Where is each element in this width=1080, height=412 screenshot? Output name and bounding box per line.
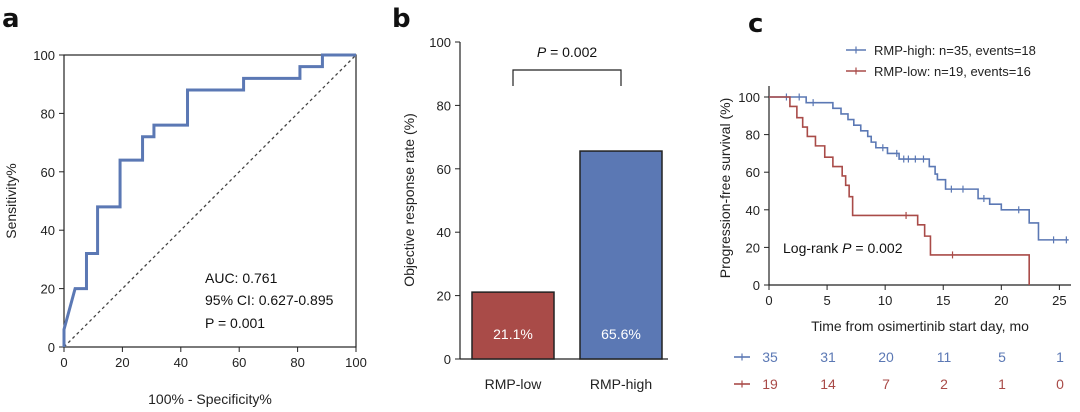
km-y-tick-label: 40 bbox=[746, 203, 760, 218]
roc-y-tick-label: 20 bbox=[41, 282, 55, 297]
at-risk-table: 35 31 20 11 5 1 19 14 7 2 1 0 bbox=[734, 349, 1064, 392]
logrank-label: Log-rank P = 0.002 bbox=[783, 240, 903, 256]
panel-a: a 0 20 40 60 80 100 0 20 40 60 80 100 100% - Specif… bbox=[2, 4, 367, 407]
legend-label-rmp-high: RMP-high: n=35, events=18 bbox=[874, 43, 1036, 58]
roc-ci-label: 95% CI: 0.627-0.895 bbox=[205, 292, 334, 308]
at-risk-count: 0 bbox=[1056, 376, 1064, 392]
bar-rmp-high bbox=[579, 150, 663, 360]
km-y-tick-label: 20 bbox=[746, 240, 760, 255]
km-x-tick-label: 25 bbox=[1052, 293, 1066, 308]
roc-y-tick-label: 40 bbox=[41, 223, 55, 238]
bar-category-label: RMP-low bbox=[485, 376, 543, 392]
panel-letter-c: c bbox=[748, 9, 763, 39]
km-y-tick-label: 80 bbox=[746, 128, 760, 143]
km-y-axis-title: Progression-free survival (%) bbox=[717, 98, 733, 279]
roc-y-tick-label: 80 bbox=[41, 106, 55, 121]
km-x-axis-title: Time from osimertinib start day, mo bbox=[811, 318, 1029, 334]
bar-y-tick-label: 100 bbox=[429, 35, 451, 50]
km-curve-rmp-high bbox=[769, 96, 1069, 241]
legend-label-rmp-low: RMP-low: n=19, events=16 bbox=[874, 64, 1031, 79]
bar-y-axis-title: Objective response rate (%) bbox=[401, 113, 417, 287]
roc-p-label: P = 0.001 bbox=[205, 315, 265, 331]
roc-x-tick-label: 100 bbox=[345, 355, 367, 370]
at-risk-count: 14 bbox=[820, 376, 836, 392]
bar-y-tick-label: 80 bbox=[437, 98, 451, 113]
bar-y-tick-label: 60 bbox=[437, 162, 451, 177]
roc-x-tick-label: 80 bbox=[290, 355, 304, 370]
significance-label: P = 0.002 bbox=[537, 44, 598, 60]
roc-x-tick-label: 20 bbox=[115, 355, 129, 370]
bar-y-tick-label: 0 bbox=[444, 352, 451, 367]
km-x-tick-label: 15 bbox=[936, 293, 950, 308]
at-risk-count: 1 bbox=[1056, 349, 1064, 365]
roc-x-tick-label: 60 bbox=[232, 355, 246, 370]
roc-auc-label: AUC: 0.761 bbox=[205, 270, 278, 286]
roc-plot-frame bbox=[63, 54, 357, 348]
roc-x-tick-label: 40 bbox=[174, 355, 188, 370]
at-risk-count: 35 bbox=[762, 349, 778, 365]
roc-x-tick-label: 0 bbox=[60, 355, 67, 370]
bar-value-label: 21.1% bbox=[493, 326, 533, 342]
km-y-tick-label: 60 bbox=[746, 165, 760, 180]
at-risk-count: 1 bbox=[998, 376, 1006, 392]
at-risk-count: 11 bbox=[937, 349, 952, 365]
roc-x-axis-title: 100% - Specificity% bbox=[148, 391, 272, 407]
roc-curve bbox=[62, 53, 356, 347]
km-x-tick-label: 20 bbox=[994, 293, 1008, 308]
km-y-tick-label: 100 bbox=[738, 90, 760, 105]
bar-y-tick-label: 40 bbox=[437, 225, 451, 240]
roc-y-tick-label: 0 bbox=[48, 340, 55, 355]
km-x-tick-label: 10 bbox=[878, 293, 892, 308]
at-risk-count: 5 bbox=[998, 349, 1006, 365]
roc-y-axis-title: Sensitivity% bbox=[3, 163, 19, 238]
roc-reference-line bbox=[63, 54, 357, 348]
at-risk-count: 2 bbox=[940, 376, 948, 392]
panel-letter-a: a bbox=[2, 4, 20, 34]
km-x-tick-label: 0 bbox=[765, 293, 772, 308]
bar-rmp-low bbox=[471, 291, 555, 360]
bar-value-label: 65.6% bbox=[601, 326, 641, 342]
at-risk-count: 19 bbox=[762, 376, 778, 392]
at-risk-count: 31 bbox=[820, 349, 836, 365]
roc-y-tick-label: 100 bbox=[33, 48, 55, 63]
bar-y-tick-label: 20 bbox=[437, 289, 451, 304]
km-y-tick-label: 0 bbox=[753, 278, 760, 293]
km-legend: RMP-high: n=35, events=18 RMP-low: n=19, … bbox=[846, 43, 1036, 79]
significance-bracket bbox=[512, 69, 622, 86]
panel-b: b 0 20 40 60 80 100 21.1% RMP-low 65.6% RMP-high… bbox=[392, 4, 668, 392]
at-risk-count: 7 bbox=[882, 376, 890, 392]
km-x-tick-label: 5 bbox=[823, 293, 830, 308]
roc-y-tick-label: 60 bbox=[41, 165, 55, 180]
panel-letter-b: b bbox=[392, 4, 411, 34]
at-risk-count: 20 bbox=[878, 349, 894, 365]
km-curve-rmp-low bbox=[769, 96, 1030, 285]
bar-category-label: RMP-high bbox=[590, 376, 652, 392]
